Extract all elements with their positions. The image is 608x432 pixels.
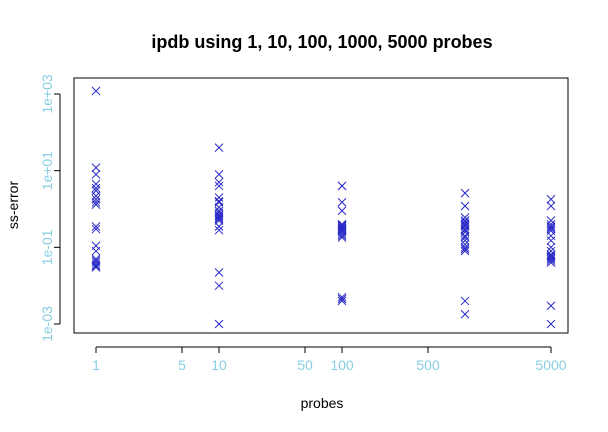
x-tick-label: 10 bbox=[211, 357, 227, 373]
data-point bbox=[214, 143, 224, 152]
data-point bbox=[460, 244, 470, 254]
data-point bbox=[91, 197, 101, 207]
data-point bbox=[337, 224, 347, 233]
data-point bbox=[546, 222, 556, 231]
x-tick-label: 100 bbox=[330, 357, 354, 373]
y-axis: 1e-03 1e-01 1e+01 1e+03 bbox=[39, 74, 61, 342]
y-tick-label: 1e-03 bbox=[39, 306, 55, 342]
data-point bbox=[91, 183, 101, 193]
data-point bbox=[546, 226, 556, 236]
data-point bbox=[91, 200, 101, 209]
data-point bbox=[546, 254, 556, 264]
data-point bbox=[460, 201, 470, 211]
data-point bbox=[214, 213, 224, 222]
data-point bbox=[546, 224, 556, 234]
x-tick-label: 500 bbox=[416, 357, 440, 373]
data-point bbox=[337, 233, 347, 242]
data-point bbox=[91, 191, 101, 201]
data-point bbox=[337, 292, 347, 302]
data-point bbox=[214, 214, 224, 224]
data-point bbox=[91, 261, 101, 271]
data-point bbox=[214, 177, 224, 187]
data-point bbox=[337, 206, 347, 216]
data-point bbox=[91, 86, 101, 96]
data-point bbox=[214, 222, 224, 231]
data-point bbox=[91, 263, 101, 272]
data-point bbox=[546, 236, 556, 245]
x-axis: 1 5 10 50 100 500 5000 bbox=[92, 346, 567, 373]
data-point bbox=[214, 181, 224, 191]
data-point bbox=[460, 188, 470, 198]
data-point bbox=[214, 193, 224, 202]
data-point bbox=[337, 181, 347, 191]
data-points bbox=[91, 86, 556, 329]
x-tick-label: 5000 bbox=[535, 357, 566, 373]
data-point bbox=[337, 197, 347, 207]
data-point bbox=[91, 246, 101, 256]
data-point bbox=[460, 216, 470, 225]
data-point bbox=[337, 221, 347, 231]
data-point bbox=[214, 170, 224, 179]
data-point bbox=[460, 227, 470, 237]
data-point bbox=[546, 223, 556, 232]
x-tick-label: 50 bbox=[297, 357, 313, 373]
data-point bbox=[91, 170, 101, 179]
data-point bbox=[91, 224, 101, 234]
x-tick-label: 1 bbox=[92, 357, 100, 373]
data-point bbox=[546, 250, 556, 259]
data-point bbox=[214, 281, 224, 291]
data-point bbox=[460, 309, 470, 319]
plot-frame bbox=[73, 77, 569, 334]
data-point bbox=[214, 268, 224, 277]
data-point bbox=[460, 296, 470, 306]
y-tick-label: 1e+01 bbox=[39, 151, 55, 191]
data-point bbox=[214, 196, 224, 206]
y-tick-label: 1e+03 bbox=[39, 74, 55, 114]
data-point bbox=[546, 256, 556, 265]
data-point bbox=[337, 296, 347, 306]
data-point bbox=[460, 224, 470, 234]
y-tick-label: 1e-01 bbox=[39, 229, 55, 265]
data-point bbox=[91, 179, 101, 189]
x-axis-label: probes bbox=[301, 395, 344, 411]
data-point bbox=[460, 236, 470, 245]
data-point bbox=[214, 225, 224, 235]
y-axis-label: ss-error bbox=[5, 181, 21, 230]
data-point bbox=[460, 239, 470, 249]
data-point bbox=[546, 319, 556, 329]
data-point bbox=[546, 242, 556, 252]
data-point bbox=[214, 203, 224, 212]
data-point bbox=[546, 301, 556, 311]
data-point bbox=[91, 222, 101, 231]
chart-title: ipdb using 1, 10, 100, 1000, 5000 probes bbox=[151, 32, 492, 52]
data-point bbox=[91, 163, 101, 172]
data-point bbox=[546, 201, 556, 211]
data-point bbox=[546, 194, 556, 204]
data-point bbox=[214, 319, 224, 329]
x-tick-label: 5 bbox=[178, 357, 186, 373]
data-point bbox=[460, 217, 470, 227]
data-point bbox=[460, 246, 470, 256]
data-point bbox=[91, 260, 101, 270]
data-point bbox=[546, 252, 556, 262]
data-point bbox=[460, 220, 470, 230]
data-point bbox=[337, 294, 347, 304]
data-point bbox=[214, 211, 224, 221]
data-point bbox=[460, 242, 470, 252]
